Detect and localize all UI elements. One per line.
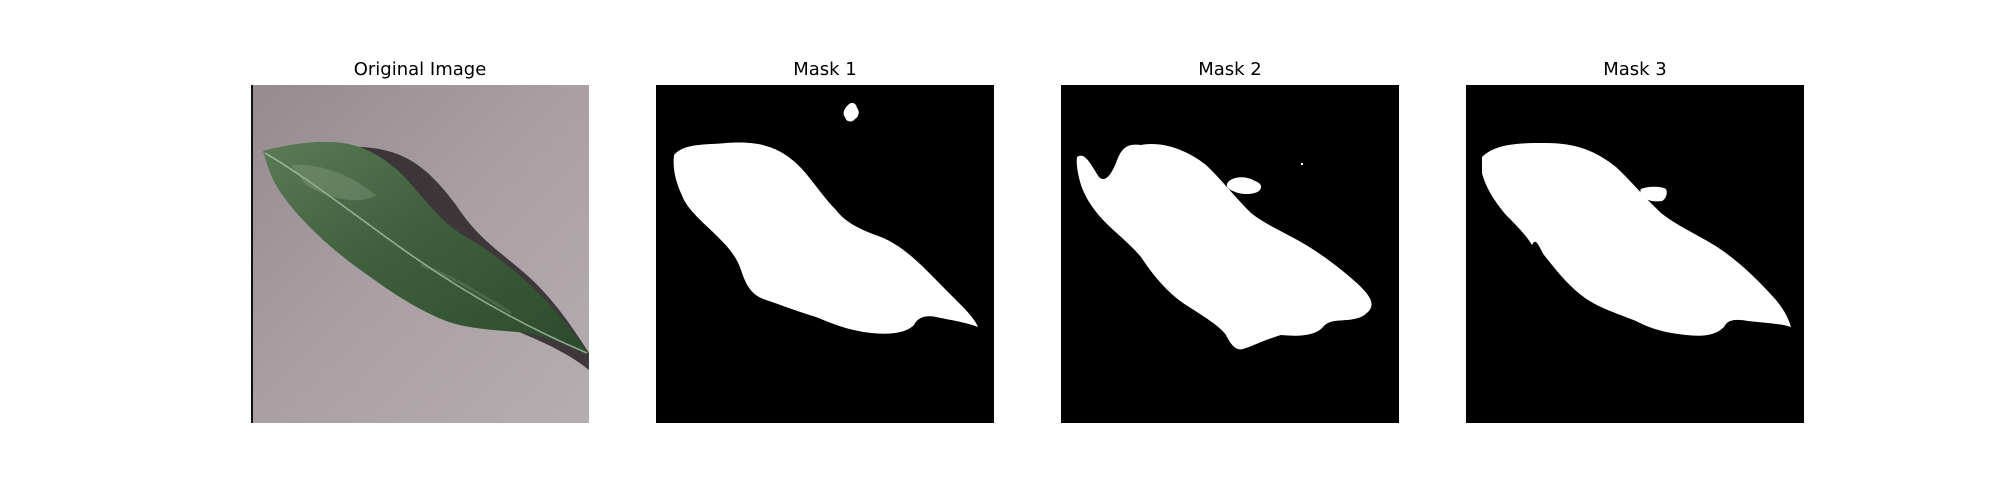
original-leaf-photo (251, 85, 589, 423)
mask-region (1482, 143, 1791, 336)
panel-mask-2: Mask 2 (1061, 59, 1399, 423)
leaf (263, 141, 589, 355)
mask-speck (843, 102, 859, 122)
panel-mask-3: Mask 3 (1466, 59, 1804, 423)
mask-3-image (1466, 85, 1804, 423)
mask-speck (1226, 177, 1262, 194)
mask-2-image (1061, 85, 1399, 423)
panel-title: Mask 3 (1603, 59, 1667, 80)
panel-mask-1: Mask 1 (656, 59, 994, 423)
leaf-midrib (264, 152, 588, 354)
panel-original-image: Original Image (251, 59, 589, 423)
panel-title: Original Image (353, 59, 487, 80)
mask-region (1076, 143, 1372, 350)
mask-speck (1640, 186, 1667, 202)
panel-title: Mask 1 (793, 59, 857, 80)
panel-title: Mask 2 (1198, 59, 1262, 80)
mask-1-image (656, 85, 994, 423)
mask-region (673, 142, 978, 334)
